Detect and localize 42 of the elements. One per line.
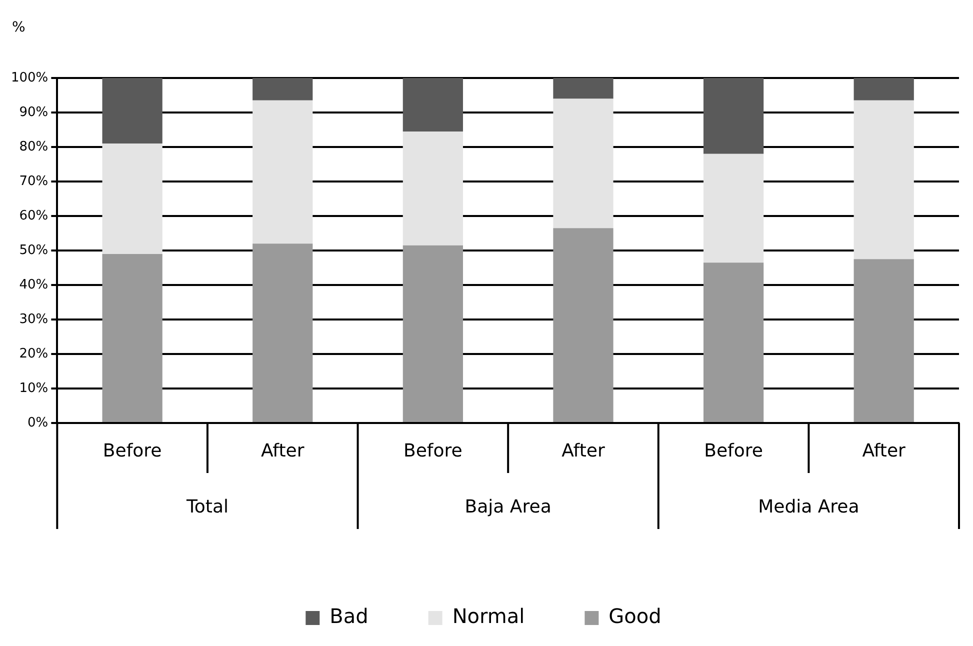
legend-label: Good: [608, 604, 662, 628]
bar: [402, 245, 463, 422]
y-tick-label: 100%: [10, 70, 48, 86]
y-tick-label: 80%: [19, 139, 48, 154]
bar: [703, 78, 764, 154]
text: Media Area: [758, 496, 860, 518]
bar: [252, 78, 313, 100]
y-tick-label: 50%: [19, 242, 48, 258]
y-tick-label: 10%: [19, 380, 48, 396]
legend-label: Normal: [452, 604, 525, 628]
text: Total: [185, 496, 228, 518]
x-tick-label: Before: [102, 440, 162, 462]
x-tick-label: After: [862, 440, 906, 462]
x-tick-label: After: [562, 440, 606, 462]
y-tick-label: 20%: [19, 346, 48, 362]
y-axis-title: %: [12, 20, 26, 36]
bar: [854, 259, 914, 422]
bar: [854, 78, 914, 100]
bar: [252, 244, 313, 422]
bar: [553, 98, 614, 228]
legend-label: Bad: [330, 604, 368, 628]
bar: [402, 131, 463, 246]
text: Baja Area: [464, 496, 552, 518]
y-tick-label: 90%: [19, 104, 48, 120]
y-tick-label: 30%: [19, 312, 48, 327]
x-tick-label: After: [261, 440, 305, 462]
bar: [102, 254, 162, 422]
y-tick-label: 60%: [19, 208, 48, 224]
bar: [102, 144, 162, 254]
x-tick-label: Before: [704, 440, 763, 462]
bar: [553, 78, 614, 99]
y-tick-label: 0%: [28, 415, 48, 430]
bar: [402, 78, 463, 132]
bar: [252, 100, 313, 244]
bar: [703, 154, 764, 263]
bar: [854, 100, 914, 260]
bar: [102, 78, 162, 144]
bar: [553, 228, 614, 422]
x-tick-label: Before: [404, 440, 462, 462]
y-tick-label: 40%: [19, 277, 48, 292]
bar: [703, 262, 764, 422]
y-tick-label: 70%: [19, 174, 48, 189]
